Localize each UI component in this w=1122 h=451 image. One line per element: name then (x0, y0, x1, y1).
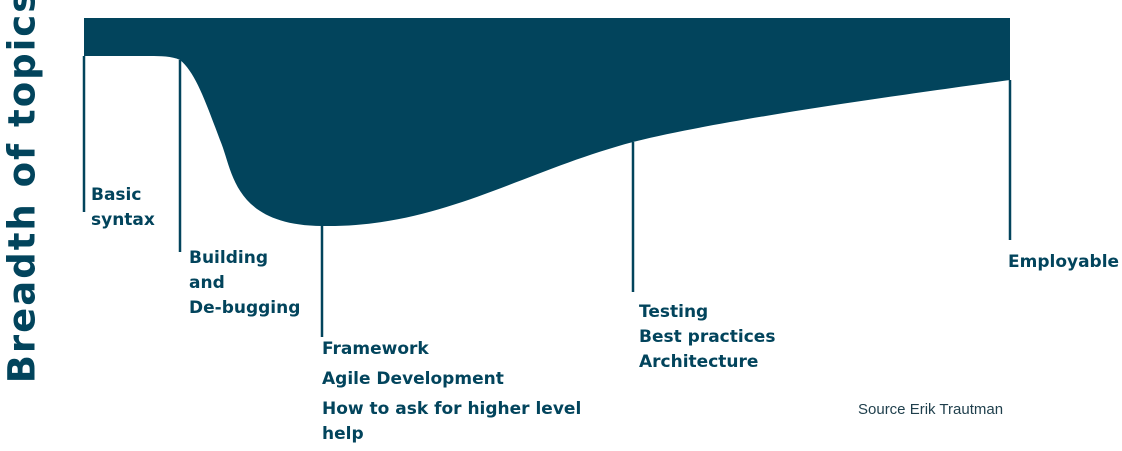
stage-line: Building (189, 248, 268, 268)
stage-line: and (189, 273, 225, 293)
stage-label-testing: Testing Best practices Architecture (639, 300, 775, 375)
stage-line: Basic (91, 185, 142, 205)
stage-line: Best practices (639, 327, 776, 347)
stage-label-basic-syntax: Basic syntax (91, 183, 155, 233)
stage-line: Testing (639, 302, 709, 322)
stage-line: Agile Development (322, 369, 504, 389)
stage-line: Architecture (639, 352, 759, 372)
stage-line: Employable (1008, 252, 1120, 272)
source-credit: Source Erik Trautman (858, 401, 1004, 418)
stage-line: De-bugging (189, 298, 301, 318)
stage-label-employable: Employable (1008, 250, 1119, 275)
stage-line: How to ask for higher level help (322, 399, 582, 444)
breadth-shape (84, 18, 1010, 227)
stage-label-framework: Framework Agile Development How to ask f… (322, 337, 597, 447)
stage-line: syntax (91, 210, 155, 230)
stage-label-building: Building and De-bugging (189, 246, 300, 321)
stage-line: Framework (322, 339, 429, 359)
